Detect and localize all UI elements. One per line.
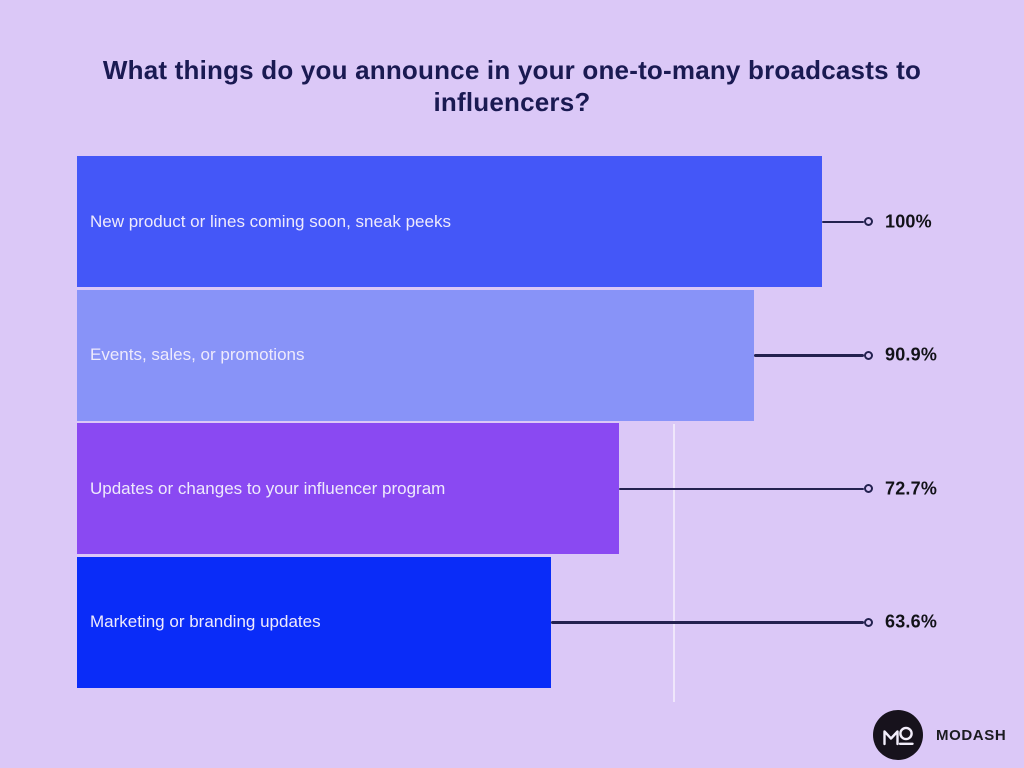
bar-row: Events, sales, or promotions 90.9% <box>77 289 1024 421</box>
bar-row: New product or lines coming soon, sneak … <box>77 156 1024 287</box>
value-label: 100% <box>885 211 932 231</box>
connector-dot-icon <box>864 484 873 493</box>
value-label: 72.7% <box>885 478 938 498</box>
brand-wordmark: MODASH <box>936 726 1007 744</box>
bar-label: Events, sales, or promotions <box>90 345 305 364</box>
connector-line <box>619 487 864 490</box>
vertical-gridline <box>673 424 675 702</box>
bar-chart: New product or lines coming soon, sneak … <box>77 156 1024 702</box>
connector-line <box>754 354 864 357</box>
connector-dot-icon <box>864 617 873 627</box>
connector-dot-icon <box>864 217 873 226</box>
connector-line <box>822 220 864 223</box>
bar-row: Updates or changes to your influencer pr… <box>77 423 1024 554</box>
page-title: What things do you announce in your one-… <box>102 55 922 117</box>
bar: New product or lines coming soon, sneak … <box>77 156 822 287</box>
value-label: 63.6% <box>885 611 938 632</box>
modash-logo-icon <box>873 710 923 760</box>
brand-logo: MODASH <box>873 710 1023 760</box>
bar: Events, sales, or promotions <box>77 289 754 421</box>
bar: Updates or changes to your influencer pr… <box>77 423 619 554</box>
bar-label: Updates or changes to your influencer pr… <box>90 478 446 498</box>
bar-label: Marketing or branding updates <box>90 612 321 631</box>
connector-line <box>551 621 864 624</box>
bar: Marketing or branding updates <box>77 556 551 688</box>
connector-dot-icon <box>864 350 873 360</box>
value-label: 90.9% <box>885 344 938 365</box>
bar-label: New product or lines coming soon, sneak … <box>90 211 451 231</box>
bar-row: Marketing or branding updates 63.6% <box>77 556 1024 688</box>
